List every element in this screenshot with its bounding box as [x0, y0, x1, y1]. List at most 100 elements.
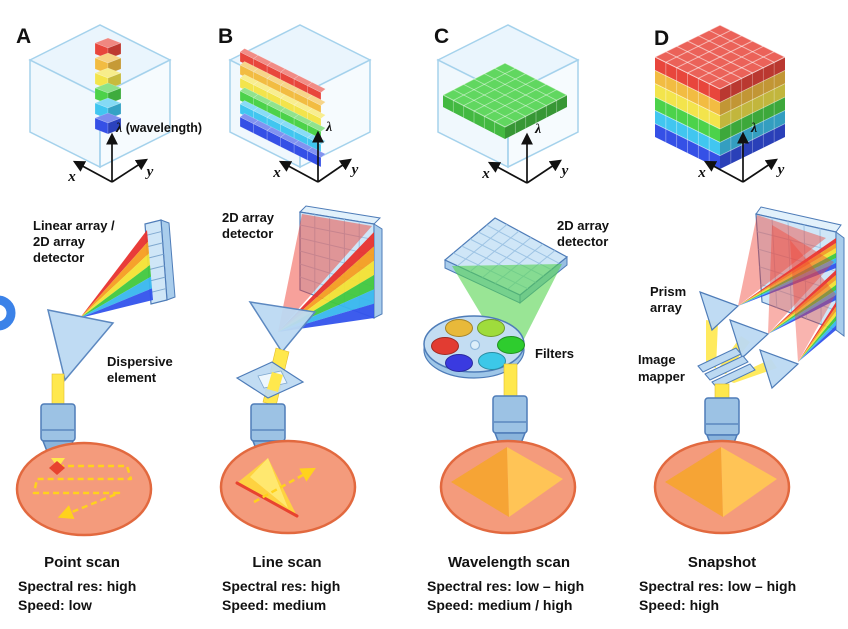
- rainbow-band: [768, 295, 836, 334]
- sample-icon: [15, 441, 153, 537]
- detector-label: 2D array: [222, 210, 275, 225]
- grid-line: [687, 40, 753, 74]
- caption-title: Wavelength scan: [448, 554, 570, 571]
- rainbow-band: [798, 325, 836, 362]
- prism-icon: [46, 309, 115, 382]
- y-axis-label: y: [776, 162, 785, 178]
- grid-line: [819, 228, 822, 325]
- green-light-cone: [452, 264, 562, 341]
- caption-speed: Speed: medium: [222, 597, 326, 613]
- grid-line: [719, 69, 786, 103]
- light-beam: [706, 320, 718, 368]
- rainbow-band: [80, 253, 150, 318]
- light-beam: [51, 373, 65, 409]
- rainbow-band: [798, 302, 836, 362]
- grid-line: [787, 221, 793, 314]
- x-axis-arrow: [703, 160, 744, 183]
- caption-spectral-res: Spectral res: high: [18, 578, 136, 594]
- grid-line: [771, 217, 778, 308]
- voxel: [107, 117, 122, 135]
- caption-speed: Speed: medium / high: [427, 597, 572, 613]
- voxel-layer: [655, 110, 720, 156]
- grid-line: [654, 83, 721, 117]
- dispersive-element-label: Dispersive: [107, 354, 173, 369]
- grid-line: [708, 29, 775, 63]
- grid-line: [146, 242, 163, 248]
- prism-icon: [759, 349, 800, 390]
- grid-line: [473, 78, 537, 112]
- rainbow-band: [768, 285, 836, 334]
- rainbow-band: [278, 303, 374, 332]
- detector-label: 2D array: [557, 218, 610, 233]
- caption-spectral-res: Spectral res: high: [222, 578, 340, 594]
- prism-icon: [729, 319, 770, 360]
- panel-c: C λ x y 2D array detector Filters Wavele…: [423, 24, 610, 613]
- lambda-axis-label: λ (wavelength): [115, 121, 202, 136]
- grid-line: [719, 83, 786, 117]
- x-axis-label: x: [697, 165, 706, 181]
- rainbow-band: [738, 263, 836, 306]
- rainbow-band: [80, 288, 153, 318]
- grid-line: [665, 51, 732, 85]
- grid-line: [463, 83, 526, 117]
- rainbow-band: [738, 238, 836, 306]
- red-light-fan: [790, 240, 836, 362]
- voxel-layer: [720, 97, 785, 143]
- x-axis-label: x: [272, 165, 281, 181]
- detector-frame-side: [835, 231, 845, 337]
- rainbow-band: [798, 320, 836, 362]
- grid-line: [719, 109, 786, 143]
- voxel-layer: [655, 97, 720, 143]
- filter-dot: [445, 354, 473, 372]
- panel-letter: B: [218, 25, 233, 48]
- y-axis-arrow: [317, 158, 352, 183]
- lambda-axis-label: λ: [750, 121, 757, 136]
- voxel-layer: [655, 70, 720, 116]
- rainbow-band: [738, 243, 836, 306]
- y-axis-label: y: [560, 163, 569, 179]
- rainbow-band: [768, 275, 836, 334]
- caption-spectral-res: Spectral res: low – high: [427, 578, 584, 594]
- grid-line: [150, 288, 167, 294]
- image-mapper-label: mapper: [638, 369, 685, 384]
- panel-letter: D: [654, 27, 669, 50]
- filter-dot: [477, 319, 505, 337]
- edge-circle-decoration: [0, 295, 16, 331]
- rainbow-fans: [738, 238, 836, 362]
- rainbow-band: [738, 248, 836, 306]
- prism-icon: [699, 291, 740, 332]
- rainbow-band: [768, 270, 836, 334]
- rainbow-band: [768, 290, 836, 334]
- voxel-column: [94, 37, 122, 135]
- beam-through-slit: [267, 372, 283, 392]
- image-mapper-label: Image: [638, 352, 676, 367]
- grid-line: [654, 109, 721, 143]
- detector-label: detector: [33, 250, 84, 265]
- panel-letter: A: [16, 25, 31, 48]
- filters-label: Filters: [535, 346, 574, 361]
- filter-dot: [445, 319, 473, 337]
- grid-line: [719, 96, 786, 130]
- grid-line: [719, 123, 786, 157]
- grid-line: [676, 45, 742, 79]
- y-axis-label: y: [350, 162, 359, 178]
- sample-icon: [219, 439, 357, 535]
- x-axis-arrow: [487, 161, 528, 184]
- grid-line: [145, 230, 162, 236]
- rainbow-band: [768, 280, 836, 334]
- lambda-axis-label: λ: [325, 120, 332, 135]
- rainbow-band: [80, 276, 152, 318]
- filter-dots: [431, 319, 525, 372]
- red-light-fan: [768, 225, 834, 334]
- panel-a: A λ (wavelength) x y Linear array / 2D a…: [15, 24, 202, 613]
- raster-scan-path-icon: [32, 464, 133, 520]
- scan-line-icon: [235, 481, 299, 518]
- panel-b: B λ x y 2D array detector Line scan Spec…: [218, 24, 383, 613]
- caption-speed: Speed: high: [639, 597, 719, 613]
- x-axis-label: x: [67, 169, 76, 185]
- image-mapper-icon: [704, 355, 749, 381]
- rainbow-band: [798, 306, 836, 362]
- rainbow-band: [80, 230, 148, 318]
- detector-segments: [145, 230, 167, 294]
- rainbow-band: [80, 265, 151, 318]
